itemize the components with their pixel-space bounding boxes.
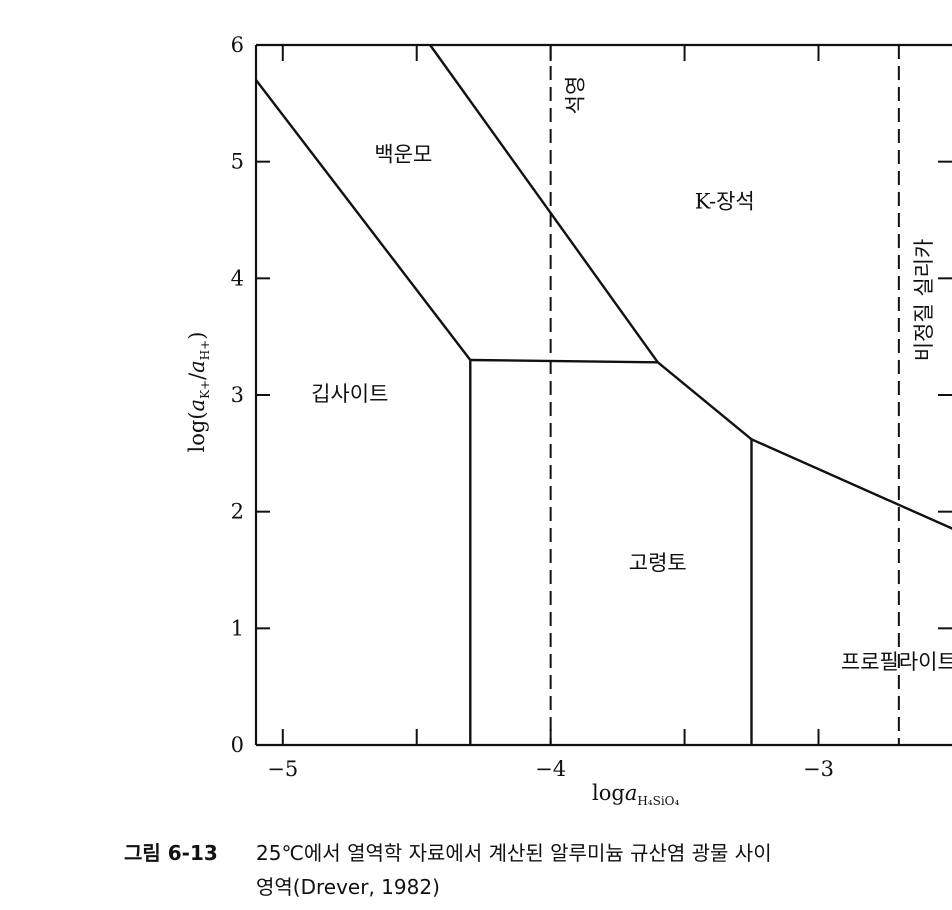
x-tick-label: −5 — [267, 757, 298, 781]
region-label: K-장석 — [695, 189, 755, 213]
y-tick-label: 1 — [231, 616, 244, 640]
region-label: 깁사이트 — [311, 382, 388, 406]
x-tick-label: −3 — [803, 757, 834, 781]
y-tick-label: 3 — [231, 383, 244, 407]
caption-line-1: 25℃에서 열역학 자료에서 계산된 알루미늄 규산염 광물 사이 — [256, 841, 772, 865]
y-tick-label: 6 — [231, 33, 244, 57]
boundary-gibbsite-muscovite — [255, 79, 472, 361]
boundary-muscovite-kaolinite — [470, 358, 658, 364]
y-tick-label: 4 — [231, 266, 244, 290]
boundary-muscovite-kfeldspar — [429, 44, 659, 363]
y-axis-title: log(aK+/aH+) — [185, 332, 212, 453]
x-tick-label: −4 — [535, 757, 566, 781]
region-label: 프로필라이트 — [841, 650, 952, 674]
region-label: 고령토 — [629, 551, 687, 575]
boundary-pyrophyllite-kfeldspar — [751, 438, 952, 530]
caption-line-2: 영역(Drever, 1982) — [256, 875, 440, 899]
boundary-kaolinite-kfeldspar — [657, 361, 753, 441]
y-tick-label: 0 — [231, 733, 244, 757]
figure-number: 그림 6-13 — [124, 841, 218, 865]
x-axis-title: logaH₄SiO₄ — [592, 781, 680, 808]
saturation-line-label: 비정질 실리카 — [912, 239, 936, 362]
y-tick-label: 5 — [231, 150, 244, 174]
axis-ticks: 0 1 2 3 4 5 6 −5 −4 −3 — [231, 33, 952, 781]
y-tick-label: 2 — [231, 500, 244, 524]
figure-caption: 그림 6-13 25℃에서 열역학 자료에서 계산된 알루미늄 규산염 광물 사이… — [124, 836, 952, 904]
phase-boundaries — [255, 44, 952, 745]
saturation-line-label: 석영 — [564, 76, 588, 115]
region-label: 백운모 — [374, 143, 432, 167]
